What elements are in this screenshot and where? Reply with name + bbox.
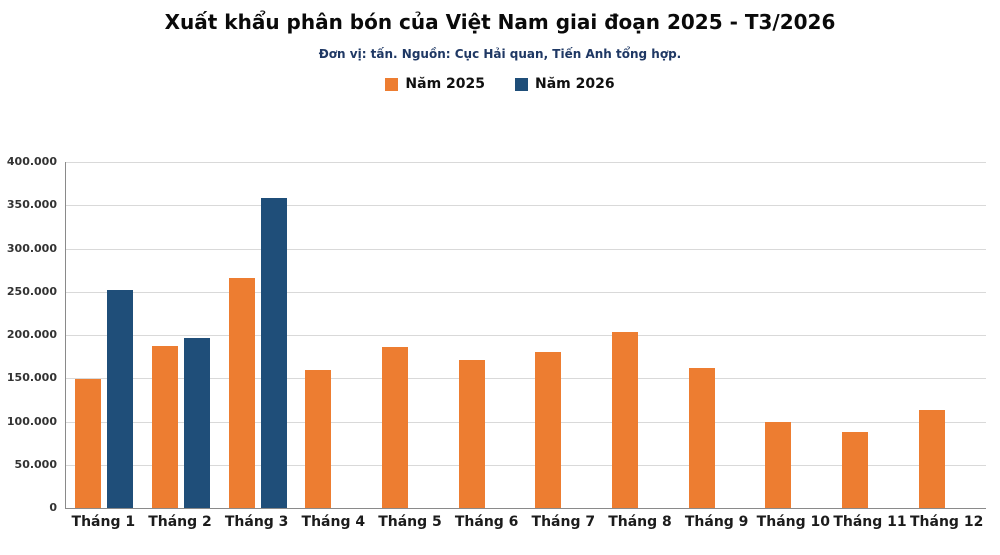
x-tick-label: Tháng 7 bbox=[531, 514, 596, 530]
gridline bbox=[66, 378, 986, 380]
x-tick-label: Tháng 6 bbox=[454, 514, 519, 530]
plot-area bbox=[65, 162, 986, 509]
bar-2025 bbox=[75, 379, 102, 508]
legend-item-2026: Năm 2026 bbox=[515, 76, 615, 92]
gridline bbox=[66, 162, 986, 163]
gridline bbox=[66, 248, 986, 250]
bar-2026 bbox=[260, 198, 287, 508]
y-tick-label: 250.000 bbox=[6, 284, 57, 298]
x-tick-label: Tháng 10 bbox=[756, 514, 830, 530]
x-tick-label: Tháng 2 bbox=[148, 514, 212, 530]
gridline bbox=[66, 421, 986, 423]
bar-2025 bbox=[842, 431, 868, 508]
gridline bbox=[66, 291, 986, 293]
y-tick-label: 300.000 bbox=[6, 241, 57, 255]
y-tick-label: 0 bbox=[49, 501, 57, 514]
bar-2025 bbox=[688, 367, 715, 508]
chart-legend: Năm 2025 Năm 2026 bbox=[0, 76, 1000, 92]
bar-2025 bbox=[458, 360, 485, 508]
legend-label-2026: Năm 2026 bbox=[535, 76, 615, 92]
bar-2026 bbox=[107, 290, 134, 508]
bar-2025 bbox=[612, 331, 638, 508]
legend-swatch-2025 bbox=[385, 77, 399, 91]
chart-title: Xuất khẩu phân bón của Việt Nam giai đoạ… bbox=[164, 10, 836, 34]
x-tick-label: Tháng 9 bbox=[684, 514, 749, 530]
y-tick-label: 150.000 bbox=[6, 371, 57, 385]
bar-2025 bbox=[152, 346, 178, 508]
y-tick-label: 100.000 bbox=[6, 414, 57, 428]
bar-2025 bbox=[228, 277, 255, 508]
bar-2025 bbox=[382, 347, 408, 508]
gridline bbox=[66, 205, 986, 207]
x-tick-label: Tháng 4 bbox=[301, 514, 366, 530]
gridline bbox=[66, 335, 986, 336]
x-tick-label: Tháng 12 bbox=[910, 514, 984, 530]
gridline bbox=[66, 464, 986, 466]
bar-2025 bbox=[305, 369, 332, 508]
x-tick-label: Tháng 8 bbox=[608, 514, 672, 530]
bar-2025 bbox=[918, 410, 945, 508]
chart-subtitle: Đơn vị: tấn. Nguồn: Cục Hải quan, Tiến A… bbox=[318, 47, 682, 61]
legend-swatch-2026 bbox=[515, 77, 528, 91]
bar-2026 bbox=[184, 337, 210, 508]
legend-label-2025: Năm 2025 bbox=[405, 76, 485, 92]
y-tick-label: 400.000 bbox=[6, 155, 57, 168]
chart-area: 0 50.000 100.000 150.000 200.000 250.000 300.0… bbox=[0, 155, 1000, 555]
y-tick-label: 50.000 bbox=[14, 457, 57, 471]
legend-item-2025: Năm 2025 bbox=[385, 76, 485, 92]
y-tick-label: 200.000 bbox=[6, 328, 57, 341]
bar-2025 bbox=[535, 352, 562, 508]
bar-2025 bbox=[765, 421, 792, 508]
x-tick-label: Tháng 5 bbox=[378, 514, 442, 530]
x-tick-label: Tháng 1 bbox=[71, 514, 136, 530]
y-tick-label: 350.000 bbox=[6, 198, 57, 212]
x-tick-label: Tháng 11 bbox=[833, 514, 907, 530]
x-tick-label: Tháng 3 bbox=[224, 514, 289, 530]
